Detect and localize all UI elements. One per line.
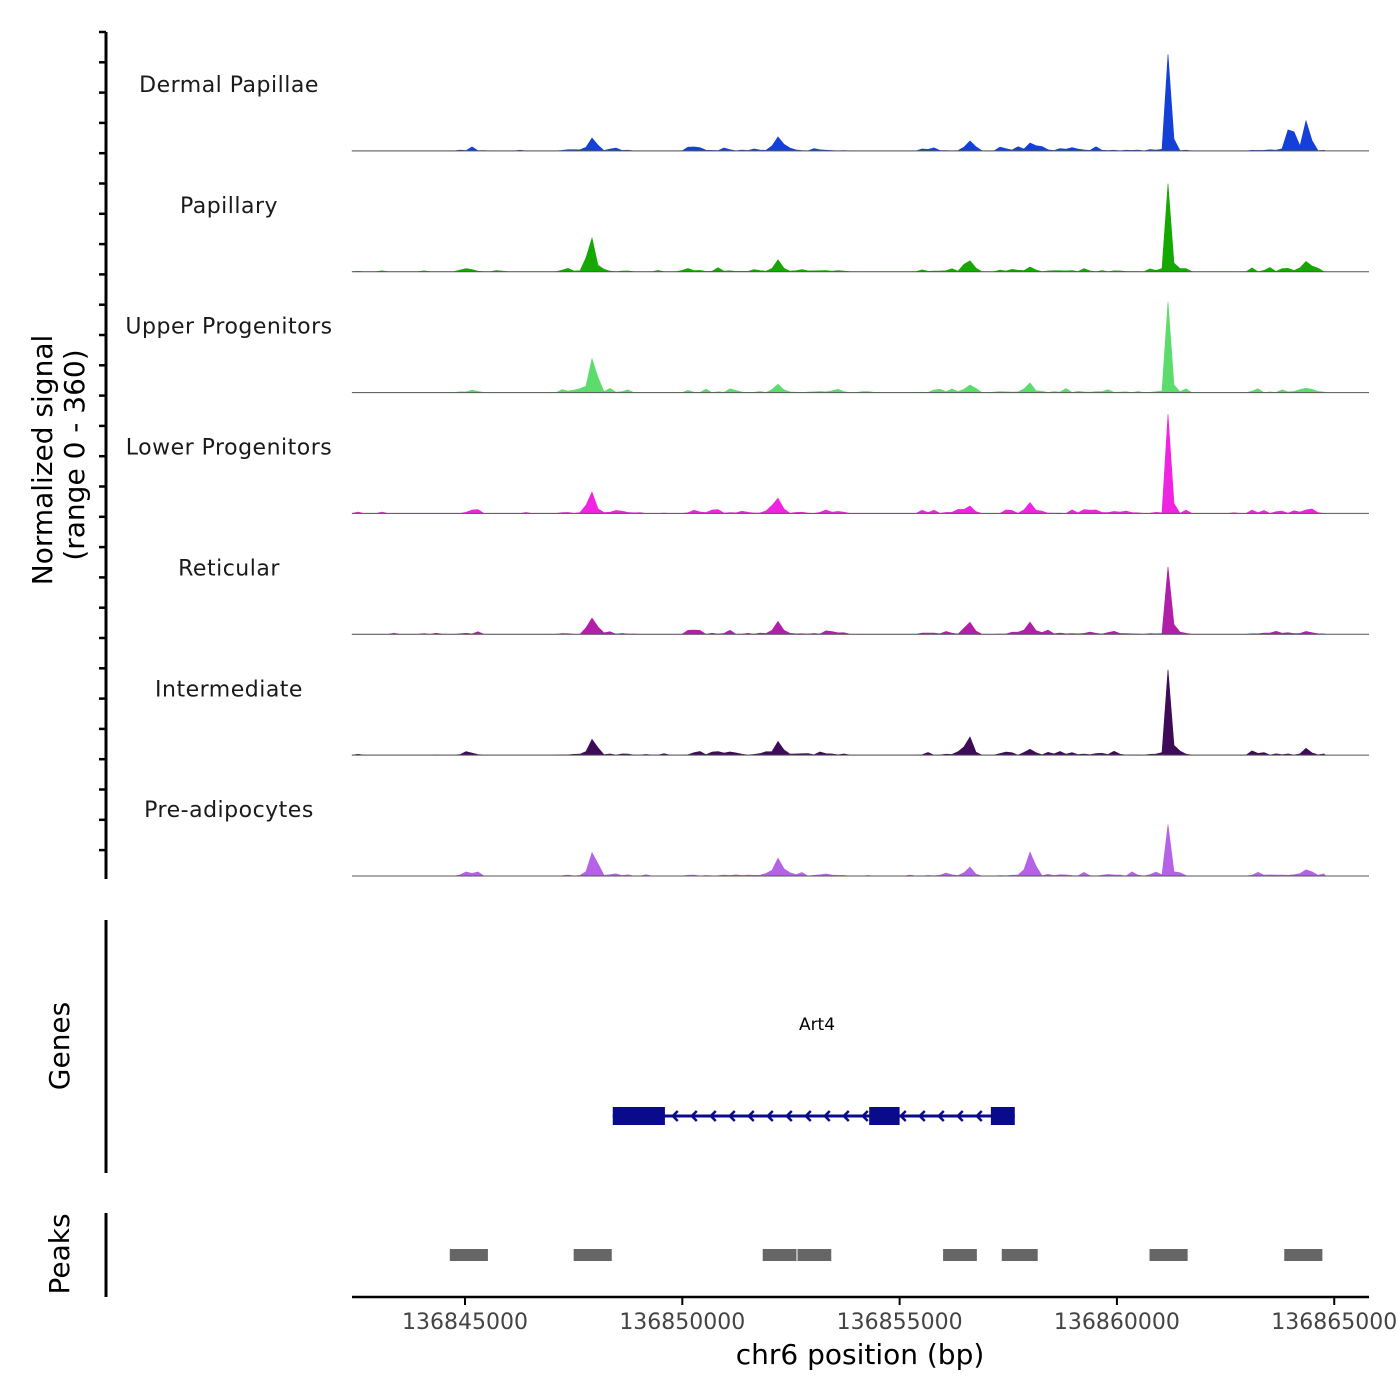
- coverage-y-label-range: (range 0 - 360): [58, 349, 91, 560]
- coverage-track: Papillary: [180, 183, 1369, 273]
- x-tick-label: 136850000: [619, 1310, 745, 1335]
- gene-exon: [612, 1107, 665, 1125]
- coverage-area: [351, 669, 1327, 756]
- peak-region: [1149, 1249, 1188, 1261]
- track-label: Dermal Papillae: [139, 73, 319, 98]
- coverage-tracks: Dermal Papillae Papillary Upper Progenitor…: [125, 54, 1369, 877]
- peak-region: [573, 1249, 612, 1261]
- x-tick-label: 136865000: [1271, 1310, 1397, 1335]
- strand-arrow: [747, 1110, 755, 1122]
- strand-arrow: [709, 1110, 717, 1122]
- x-axis: 136845000 136850000 136855000 136860000 1368…: [352, 1295, 1397, 1371]
- strand-arrow: [823, 1110, 831, 1122]
- track-label: Papillary: [180, 194, 278, 219]
- gene-exon: [990, 1107, 1015, 1125]
- strand-arrow: [956, 1110, 964, 1122]
- x-axis-title: chr6 position (bp): [736, 1338, 985, 1371]
- strand-arrow: [975, 1110, 983, 1122]
- peaks-panel: Peaks: [43, 1213, 1323, 1297]
- coverage-track: Dermal Papillae: [139, 54, 1369, 152]
- peak-region: [943, 1249, 977, 1261]
- coverage-track: Lower Progenitors: [126, 414, 1369, 514]
- strand-arrow: [690, 1110, 698, 1122]
- coverage-track: Pre-adipocytes: [144, 798, 1369, 877]
- gene-name-label: Art4: [799, 1015, 835, 1035]
- strand-arrow: [671, 1110, 679, 1122]
- peak-region: [1001, 1249, 1038, 1261]
- gene-model: [612, 1107, 1015, 1125]
- coverage-area: [351, 183, 1326, 273]
- coverage-y-label: Normalized signal (range 0 - 360): [26, 335, 91, 586]
- coverage-y-ticks: [99, 30, 106, 852]
- coverage-area: [351, 414, 1326, 514]
- track-label: Lower Progenitors: [126, 436, 332, 461]
- strand-arrow: [785, 1110, 793, 1122]
- strand-arrow: [766, 1110, 774, 1122]
- peak-region: [449, 1249, 488, 1261]
- track-label: Intermediate: [155, 677, 303, 702]
- x-axis-ticks: 136845000 136850000 136855000 136860000 1368…: [402, 1297, 1397, 1335]
- coverage-area: [352, 824, 1327, 877]
- track-label: Upper Progenitors: [125, 315, 332, 340]
- coverage-area: [351, 301, 1326, 393]
- strand-arrow: [842, 1110, 850, 1122]
- strand-arrow: [861, 1110, 869, 1122]
- strand-arrow: [899, 1110, 907, 1122]
- peaks-panel-label: Peaks: [43, 1213, 76, 1294]
- coverage-track: Reticular: [178, 556, 1369, 635]
- strand-arrow: [918, 1110, 926, 1122]
- coverage-track: Intermediate: [155, 669, 1369, 756]
- peak-region: [762, 1249, 797, 1261]
- peak-region: [797, 1249, 832, 1261]
- strand-arrow: [937, 1110, 945, 1122]
- x-tick-label: 136855000: [837, 1310, 963, 1335]
- coverage-area: [351, 54, 1326, 152]
- strand-arrow: [804, 1110, 812, 1122]
- coverage-y-label-main: Normalized signal: [26, 335, 59, 586]
- coverage-track: Upper Progenitors: [125, 301, 1369, 394]
- gene-exon: [869, 1107, 900, 1125]
- x-tick-label: 136845000: [402, 1310, 528, 1335]
- coverage-area: [351, 566, 1326, 635]
- genes-panel: Genes Art4: [43, 920, 1015, 1173]
- x-tick-label: 136860000: [1054, 1310, 1180, 1335]
- strand-arrow: [728, 1110, 736, 1122]
- track-label: Reticular: [178, 556, 280, 581]
- genes-panel-label: Genes: [43, 1002, 76, 1090]
- peak-regions: [449, 1249, 1323, 1261]
- peak-region: [1284, 1249, 1323, 1261]
- track-label: Pre-adipocytes: [144, 798, 314, 823]
